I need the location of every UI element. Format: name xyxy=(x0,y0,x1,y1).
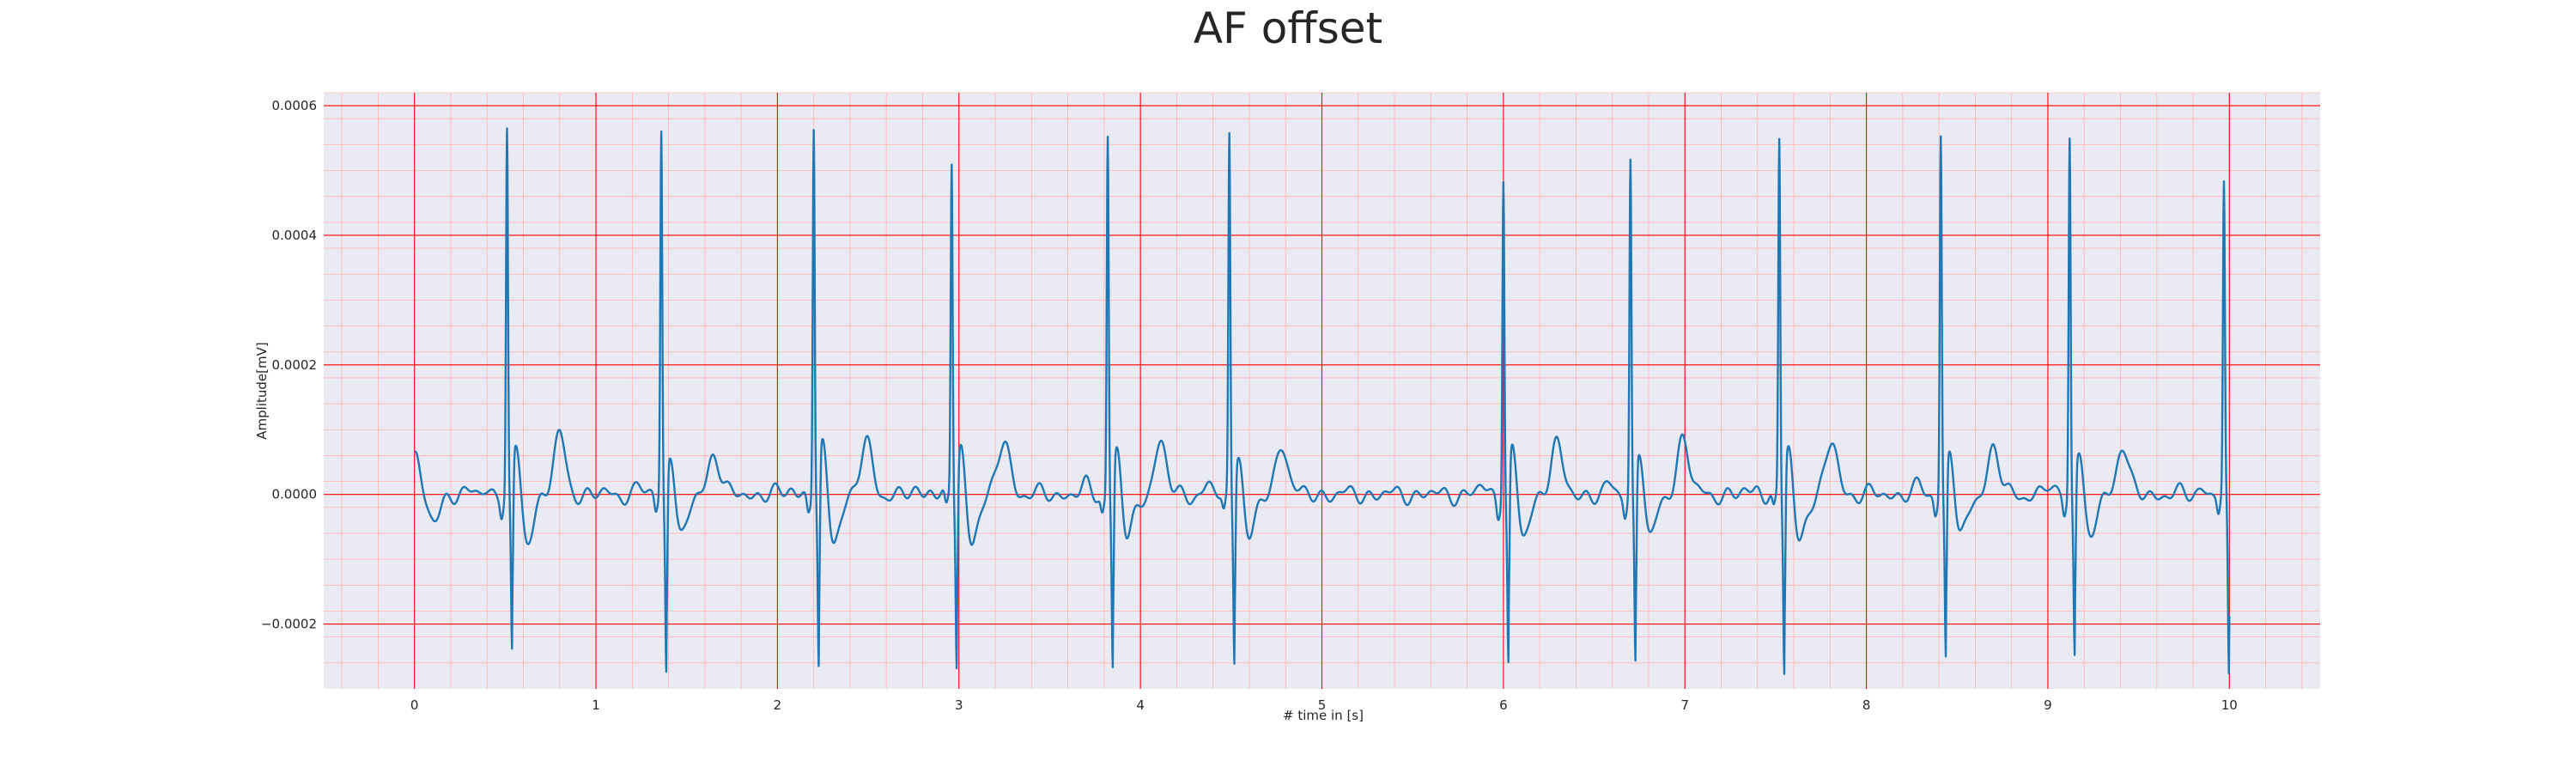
y-tick-labels: −0.0002 0.0000 0.0002 0.0004 0.0006 xyxy=(261,98,317,631)
y-tick-label: 0.0006 xyxy=(272,98,318,113)
x-tick-labels: 0 1 2 3 4 5 6 7 8 9 10 xyxy=(410,697,2238,713)
y-tick-label: 0.0004 xyxy=(272,228,318,243)
x-tick-label: 6 xyxy=(1499,697,1508,713)
x-tick-label: 8 xyxy=(1862,697,1871,713)
x-axis-label: # time in [s] xyxy=(1283,708,1364,723)
chart-title: AF offset xyxy=(1194,3,1382,53)
x-tick-label: 1 xyxy=(592,697,600,713)
ecg-series-line xyxy=(413,127,2231,675)
y-tick-label: −0.0002 xyxy=(261,617,317,632)
x-tick-label: 9 xyxy=(2044,697,2052,713)
x-tick-label: 5 xyxy=(1318,697,1327,713)
y-tick-label: 0.0002 xyxy=(272,357,318,373)
x-tick-label: 4 xyxy=(1136,697,1145,713)
x-tick-label: 0 xyxy=(410,697,419,713)
x-tick-label: 10 xyxy=(2221,697,2238,713)
x-tick-label: 3 xyxy=(955,697,963,713)
major-grid xyxy=(324,93,2320,689)
x-tick-label: 7 xyxy=(1680,697,1689,713)
y-tick-label: 0.0000 xyxy=(272,487,318,502)
x-tick-label: 2 xyxy=(774,697,782,713)
y-axis-label: Amplitude[mV] xyxy=(254,342,270,439)
